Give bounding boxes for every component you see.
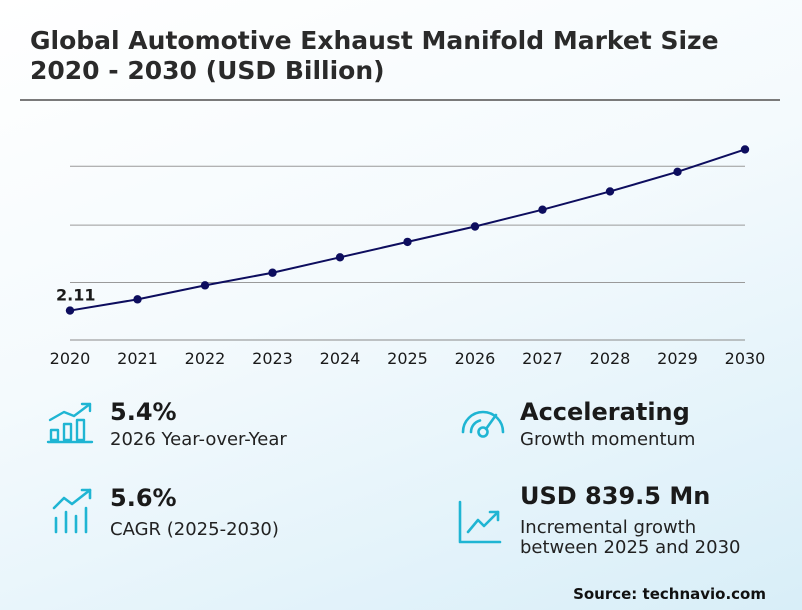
x-tick-label: 2029 bbox=[657, 349, 698, 368]
data-point bbox=[740, 145, 750, 154]
source-credit: Source: technavio.com bbox=[573, 585, 766, 603]
stat-cagr-value: 5.6% bbox=[110, 484, 177, 512]
x-tick-label: 2025 bbox=[387, 349, 428, 368]
data-point bbox=[65, 306, 75, 315]
stat-momentum-value: Accelerating bbox=[520, 398, 690, 426]
x-tick-label: 2026 bbox=[455, 349, 496, 368]
data-point bbox=[200, 281, 210, 290]
x-tick-label: 2028 bbox=[590, 349, 631, 368]
series-line bbox=[69, 148, 746, 312]
data-point bbox=[605, 187, 615, 196]
data-point bbox=[335, 253, 345, 262]
data-point bbox=[538, 205, 547, 214]
title-line-2: 2020 - 2030 (USD Billion) bbox=[30, 56, 385, 85]
stat-yoy-value: 5.4% bbox=[110, 398, 177, 426]
stat-cagr-desc: CAGR (2025-2030) bbox=[110, 519, 279, 540]
chart-title: Global Automotive Exhaust Manifold Marke… bbox=[30, 26, 802, 86]
speedometer-icon bbox=[461, 410, 505, 438]
line-chart: 2020 2021 2022 2023 2024 2025 2026 2027 2028 2029… bbox=[50, 145, 766, 368]
data-label: 2.11 bbox=[56, 286, 95, 305]
x-tick-label: 2023 bbox=[252, 349, 293, 368]
stat-momentum-desc: Growth momentum bbox=[520, 429, 696, 450]
x-tick-label: 2020 bbox=[50, 349, 91, 368]
stat-yoy: 5.4% 2026 Year-over-Year bbox=[110, 398, 287, 450]
bar-chart-growth-icon bbox=[46, 402, 94, 444]
stat-incremental-desc-2: between 2025 and 2030 bbox=[520, 537, 741, 558]
data-point bbox=[673, 167, 682, 177]
stat-cagr: 5.6% CAGR (2025-2030) bbox=[110, 484, 279, 540]
x-tick-label: 2022 bbox=[185, 349, 226, 368]
title-divider bbox=[20, 99, 780, 101]
x-tick-label: 2024 bbox=[320, 349, 361, 368]
x-tick-label: 2027 bbox=[522, 349, 563, 368]
data-point bbox=[268, 268, 277, 277]
data-point bbox=[133, 295, 142, 304]
data-point bbox=[403, 237, 412, 247]
x-tick-label: 2021 bbox=[117, 349, 158, 368]
trend-line-chart-icon bbox=[458, 500, 502, 544]
data-point bbox=[470, 222, 480, 231]
stat-incremental-desc-1: Incremental growth bbox=[520, 517, 697, 538]
stat-momentum: Accelerating Growth momentum bbox=[520, 398, 695, 450]
title-line-1: Global Automotive Exhaust Manifold Marke… bbox=[30, 26, 719, 55]
x-tick-label: 2030 bbox=[725, 349, 766, 368]
stat-incremental: USD 839.5 Mn Incremental growth between … bbox=[520, 482, 740, 558]
stat-yoy-desc: 2026 Year-over-Year bbox=[110, 429, 287, 450]
trend-bars-icon bbox=[52, 488, 92, 534]
stat-incremental-value: USD 839.5 Mn bbox=[520, 482, 711, 510]
